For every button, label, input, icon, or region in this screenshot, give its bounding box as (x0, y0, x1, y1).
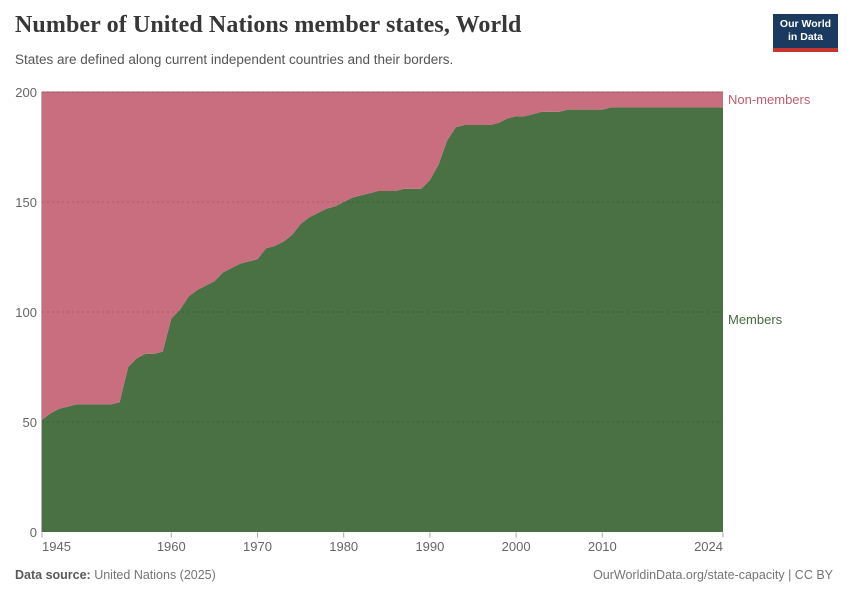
x-tick-label: 1970 (243, 539, 272, 554)
x-tick-label: 2024 (694, 539, 723, 554)
x-tick-label: 2000 (501, 539, 531, 554)
x-tick-label: 1980 (329, 539, 359, 554)
license-label[interactable]: CC BY (794, 568, 833, 582)
x-tick-label: 1945 (42, 539, 71, 554)
data-source-value: United Nations (2025) (90, 568, 216, 582)
x-tick-label: 1990 (415, 539, 445, 554)
data-source-note: Data source: United Nations (2025) (15, 568, 216, 582)
owid-logo-text-line2: in Data (787, 31, 823, 43)
owid-link[interactable]: OurWorldinData.org/state-capacity (593, 568, 785, 582)
series-label-non-members: Non-members (728, 91, 811, 107)
attribution-note: OurWorldinData.org/state-capacity | CC B… (593, 568, 833, 582)
y-tick-label: 50 (22, 414, 37, 430)
non-members-area (42, 92, 723, 420)
page-subtitle: States are defined along current indepen… (15, 52, 454, 67)
y-tick-label: 100 (15, 304, 37, 320)
x-tick-label: 2010 (587, 539, 617, 554)
owid-logo[interactable]: Our World in Data (773, 14, 838, 52)
members-area (42, 107, 723, 533)
page-title: Number of United Nations member states, … (15, 12, 522, 38)
y-tick-label: 0 (29, 524, 37, 540)
x-tick-label: 1960 (156, 539, 186, 554)
y-tick-label: 150 (15, 194, 37, 210)
attribution-divider: | (784, 568, 795, 582)
series-label-members: Members (728, 311, 783, 327)
data-source-label: Data source: (15, 568, 91, 582)
owid-logo-text-line1: Our World (779, 18, 832, 31)
y-tick-label: 200 (15, 84, 37, 100)
